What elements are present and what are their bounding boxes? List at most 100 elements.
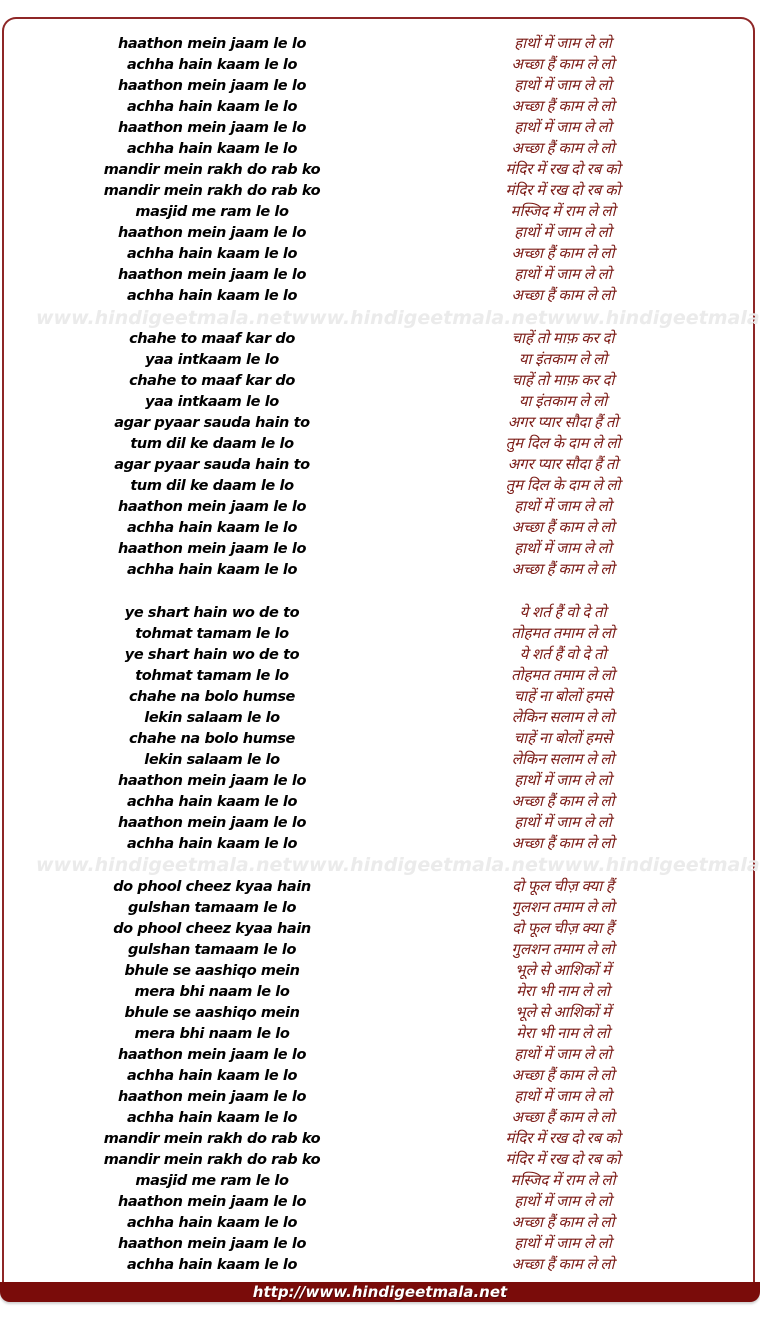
lyric-line-latin: lekin salaam le lo bbox=[144, 710, 280, 726]
lyric-line-hindi: या इंतकाम ले लो bbox=[518, 394, 608, 410]
lyric-line-hindi: मंदिर में रख दो रब को bbox=[505, 1152, 621, 1168]
lyric-line-latin: haathon mein jaam le lo bbox=[117, 815, 307, 831]
lyric-line-hindi: अगर प्यार सौदा हैं तो bbox=[507, 457, 619, 473]
latin-column: chahe to maaf kar do yaa intkaam le lo cha… bbox=[0, 329, 424, 581]
lyric-line-latin: chahe to maaf kar do bbox=[129, 331, 295, 347]
hindi-column: चाहें तो माफ़ कर दो या इंतकाम ले लो चाहें … bbox=[424, 329, 702, 581]
lyric-line-latin: mera bhi naam le lo bbox=[134, 1026, 290, 1042]
stanza-1: haathon mein jaam le lo achha hain kaam l… bbox=[0, 34, 760, 307]
lyric-line-hindi: तोहमत तमाम ले लो bbox=[511, 626, 615, 642]
lyric-line-latin: tum dil ke daam le lo bbox=[130, 478, 294, 494]
lyric-line-hindi: हाथों में जाम ले लो bbox=[514, 1194, 612, 1210]
lyric-line-latin: gulshan tamaam le lo bbox=[127, 900, 297, 916]
lyric-line-latin: achha hain kaam le lo bbox=[126, 562, 298, 578]
lyric-line-hindi: अगर प्यार सौदा हैं तो bbox=[507, 415, 619, 431]
lyric-line-hindi: दो फूल चीज़ क्या हैं bbox=[512, 879, 614, 895]
lyric-line-latin: achha hain kaam le lo bbox=[126, 1215, 298, 1231]
lyric-line-hindi: या इंतकाम ले लो bbox=[518, 352, 608, 368]
stanza-2: chahe to maaf kar do yaa intkaam le lo cha… bbox=[0, 329, 760, 581]
lyric-line-latin: haathon mein jaam le lo bbox=[117, 1194, 307, 1210]
lyric-line-hindi: चाहें तो माफ़ कर दो bbox=[511, 331, 615, 347]
lyric-line-latin: do phool cheez kyaa hain bbox=[113, 921, 311, 937]
hindi-column: ये शर्त हैं वो दे तो तोहमत तमाम ले लो ये श… bbox=[424, 603, 702, 855]
lyric-line-hindi: हाथों में जाम ले लो bbox=[514, 120, 612, 136]
lyric-line-latin: haathon mein jaam le lo bbox=[117, 773, 307, 789]
lyric-line-hindi: हाथों में जाम ले लो bbox=[514, 815, 612, 831]
lyric-line-latin: haathon mein jaam le lo bbox=[117, 225, 307, 241]
lyric-line-latin: ye shart hain wo de to bbox=[124, 605, 300, 621]
lyric-line-latin: bhule se aashiqo mein bbox=[124, 1005, 300, 1021]
lyric-line-hindi: भूले से आशिकों में bbox=[515, 963, 611, 979]
lyric-line-hindi: हाथों में जाम ले लो bbox=[514, 78, 612, 94]
lyric-line-hindi: गुलशन तमाम ले लो bbox=[511, 942, 615, 958]
lyric-line-hindi: अच्छा हैं काम ले लो bbox=[511, 562, 615, 578]
lyric-line-hindi: अच्छा हैं काम ले लो bbox=[511, 141, 615, 157]
lyric-line-hindi: तुम दिल के दाम ले लो bbox=[505, 478, 621, 494]
lyric-line-latin: gulshan tamaam le lo bbox=[127, 942, 297, 958]
lyric-line-latin: yaa intkaam le lo bbox=[145, 394, 279, 410]
footer-site-link[interactable]: http://www.hindigeetmala.net bbox=[252, 1283, 508, 1301]
lyric-line-latin: masjid me ram le lo bbox=[135, 204, 289, 220]
lyric-line-latin: masjid me ram le lo bbox=[135, 1173, 289, 1189]
lyric-line-latin: haathon mein jaam le lo bbox=[117, 120, 307, 136]
lyric-line-hindi: हाथों में जाम ले लो bbox=[514, 36, 612, 52]
lyric-line-hindi: हाथों में जाम ले लो bbox=[514, 225, 612, 241]
lyric-line-hindi: हाथों में जाम ले लो bbox=[514, 541, 612, 557]
lyric-line-latin: achha hain kaam le lo bbox=[126, 246, 298, 262]
lyric-line-latin: mera bhi naam le lo bbox=[134, 984, 290, 1000]
lyric-line-hindi: हाथों में जाम ले लो bbox=[514, 499, 612, 515]
lyric-line-latin: do phool cheez kyaa hain bbox=[113, 879, 311, 895]
lyric-line-hindi: हाथों में जाम ले लो bbox=[514, 1047, 612, 1063]
lyric-line-hindi: मंदिर में रख दो रब को bbox=[505, 1131, 621, 1147]
lyric-line-hindi: चाहें ना बोलों हमसे bbox=[513, 731, 613, 747]
lyric-line-latin: achha hain kaam le lo bbox=[126, 794, 298, 810]
lyric-line-hindi: दो फूल चीज़ क्या हैं bbox=[512, 921, 614, 937]
lyric-line-latin: chahe na bolo humse bbox=[128, 689, 295, 705]
lyric-line-hindi: मस्जिद में राम ले लो bbox=[510, 204, 616, 220]
lyric-line-hindi: अच्छा हैं काम ले लो bbox=[511, 794, 615, 810]
lyric-line-latin: haathon mein jaam le lo bbox=[117, 1236, 307, 1252]
lyric-line-latin: lekin salaam le lo bbox=[144, 752, 280, 768]
lyric-line-hindi: ये शर्त हैं वो दे तो bbox=[519, 605, 607, 621]
lyric-line-hindi: मंदिर में रख दो रब को bbox=[505, 162, 621, 178]
hindi-column: हाथों में जाम ले लो अच्छा हैं काम ले लो हा… bbox=[424, 34, 702, 307]
lyric-line-latin: chahe na bolo humse bbox=[128, 731, 295, 747]
latin-column: haathon mein jaam le lo achha hain kaam l… bbox=[0, 34, 424, 307]
hindi-column: दो फूल चीज़ क्या हैं गुलशन तमाम ले लो दो फ… bbox=[424, 877, 702, 1276]
lyric-line-hindi: ये शर्त हैं वो दे तो bbox=[519, 647, 607, 663]
lyric-line-latin: achha hain kaam le lo bbox=[126, 1257, 298, 1273]
lyric-line-latin: tohmat tamam le lo bbox=[135, 626, 289, 642]
lyric-line-latin: achha hain kaam le lo bbox=[126, 1110, 298, 1126]
lyric-line-latin: haathon mein jaam le lo bbox=[117, 78, 307, 94]
lyric-line-hindi: तुम दिल के दाम ले लो bbox=[505, 436, 621, 452]
stanza-4: do phool cheez kyaa hain gulshan tamaam l… bbox=[0, 877, 760, 1276]
lyric-line-hindi: लेकिन सलाम ले लो bbox=[511, 710, 615, 726]
lyric-line-hindi: अच्छा हैं काम ले लो bbox=[511, 1110, 615, 1126]
footer-bar: http://www.hindigeetmala.net bbox=[0, 1282, 760, 1302]
lyric-line-latin: bhule se aashiqo mein bbox=[124, 963, 300, 979]
lyric-line-hindi: लेकिन सलाम ले लो bbox=[511, 752, 615, 768]
lyric-line-latin: mandir mein rakh do rab ko bbox=[103, 183, 321, 199]
lyric-line-hindi: अच्छा हैं काम ले लो bbox=[511, 246, 615, 262]
lyric-line-latin: ye shart hain wo de to bbox=[124, 647, 300, 663]
latin-column: ye shart hain wo de to tohmat tamam le lo… bbox=[0, 603, 424, 855]
lyric-line-latin: achha hain kaam le lo bbox=[126, 1068, 298, 1084]
lyric-line-latin: tum dil ke daam le lo bbox=[130, 436, 294, 452]
lyric-line-hindi: अच्छा हैं काम ले लो bbox=[511, 836, 615, 852]
latin-column: do phool cheez kyaa hain gulshan tamaam l… bbox=[0, 877, 424, 1276]
lyric-line-latin: chahe to maaf kar do bbox=[129, 373, 295, 389]
lyric-line-hindi: हाथों में जाम ले लो bbox=[514, 1236, 612, 1252]
lyric-line-hindi: मेरा भी नाम ले लो bbox=[516, 1026, 610, 1042]
lyric-line-hindi: अच्छा हैं काम ले लो bbox=[511, 1257, 615, 1273]
lyric-line-latin: haathon mein jaam le lo bbox=[117, 499, 307, 515]
lyric-line-latin: achha hain kaam le lo bbox=[126, 141, 298, 157]
lyric-line-latin: mandir mein rakh do rab ko bbox=[103, 1152, 321, 1168]
lyric-line-hindi: अच्छा हैं काम ले लो bbox=[511, 99, 615, 115]
lyric-line-hindi: तोहमत तमाम ले लो bbox=[511, 668, 615, 684]
lyric-line-hindi: अच्छा हैं काम ले लो bbox=[511, 520, 615, 536]
lyric-line-latin: mandir mein rakh do rab ko bbox=[103, 162, 321, 178]
lyric-line-hindi: हाथों में जाम ले लो bbox=[514, 267, 612, 283]
lyric-line-latin: agar pyaar sauda hain to bbox=[114, 457, 310, 473]
stanza-3: ye shart hain wo de to tohmat tamam le lo… bbox=[0, 603, 760, 855]
lyric-line-latin: haathon mein jaam le lo bbox=[117, 1089, 307, 1105]
